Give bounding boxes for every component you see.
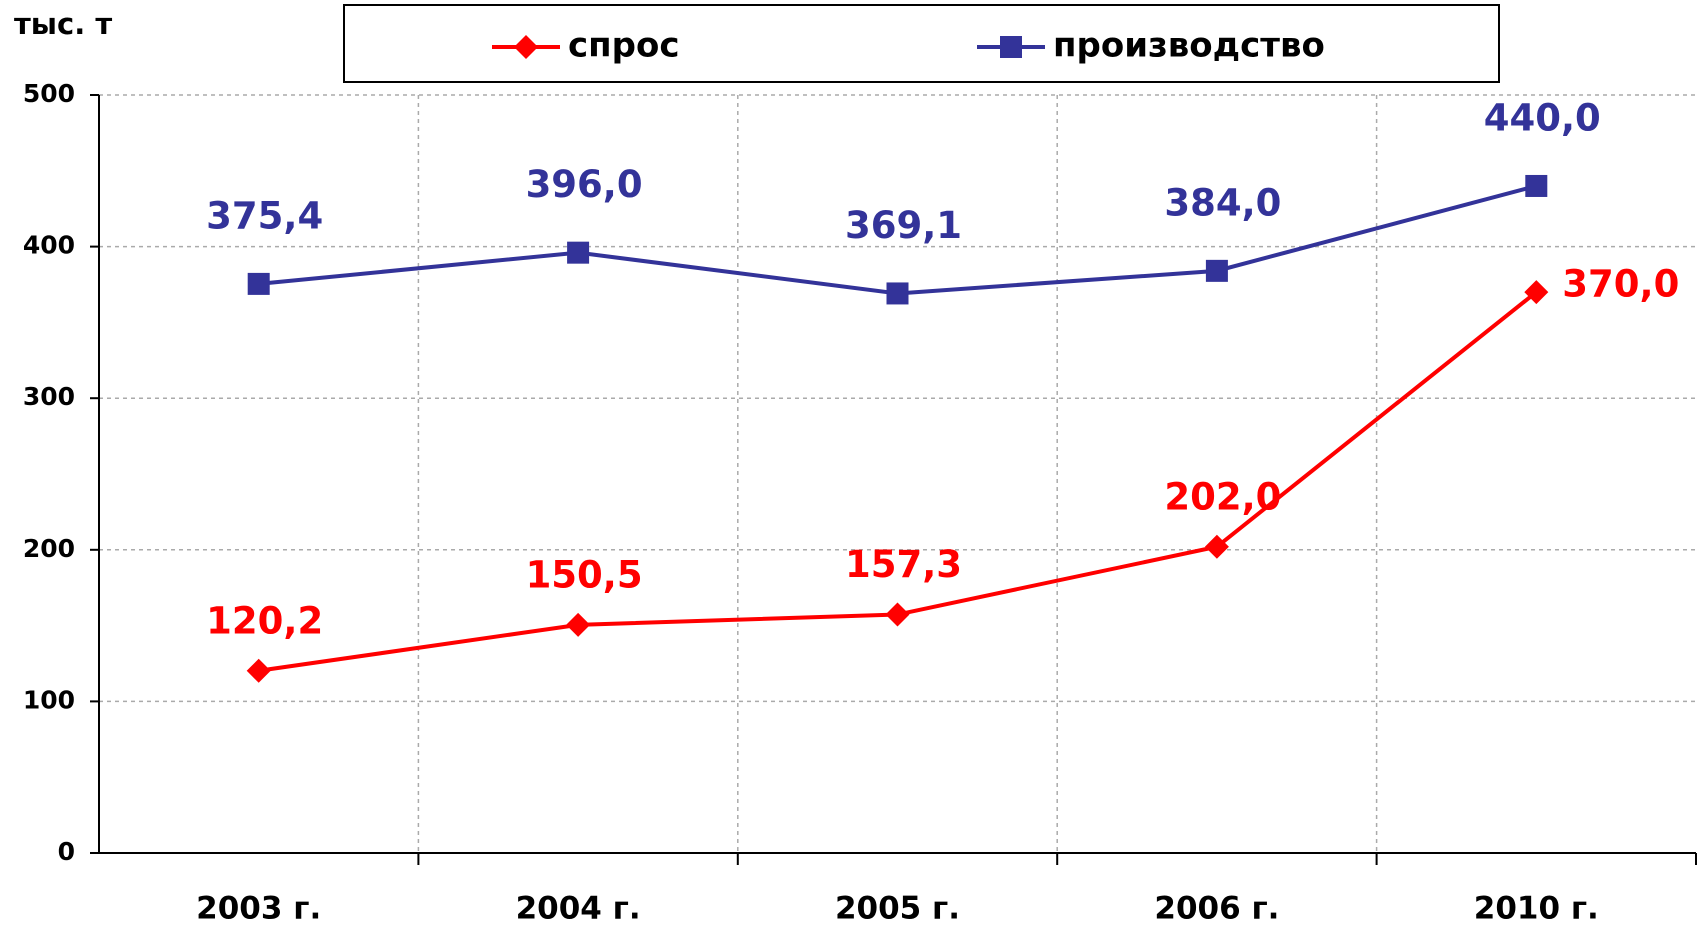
point — [1204, 534, 1229, 559]
x-tick-label: 2005 г. — [835, 891, 960, 927]
data-label: 150,5 — [526, 553, 643, 596]
x-tick-label: 2010 г. — [1474, 891, 1599, 927]
data-label: 120,2 — [206, 599, 323, 642]
point — [1525, 174, 1548, 197]
legend-label: спрос — [568, 26, 680, 66]
y-tick-label: 100 — [23, 685, 75, 714]
point — [567, 241, 590, 264]
data-label: 384,0 — [1164, 181, 1281, 224]
data-label: 370,0 — [1562, 263, 1679, 306]
data-label: 396,0 — [526, 163, 643, 206]
data-label: 375,4 — [206, 194, 323, 237]
y-tick-label: 500 — [23, 79, 75, 108]
x-tick-label: 2006 г. — [1154, 891, 1279, 927]
data-label: 157,3 — [845, 543, 962, 586]
legend-marker — [1000, 36, 1022, 58]
data-label: 440,0 — [1484, 96, 1601, 139]
legend-marker — [514, 35, 538, 59]
legend-label: производство — [1053, 26, 1325, 66]
y-tick-label: 300 — [23, 382, 75, 411]
point — [247, 272, 270, 295]
legend-box — [343, 4, 1500, 83]
point — [566, 612, 591, 637]
data-label: 369,1 — [845, 204, 962, 247]
y-tick-label: 200 — [23, 534, 75, 563]
data-label: 202,0 — [1164, 475, 1281, 518]
point — [1205, 259, 1228, 282]
point — [1524, 280, 1549, 305]
y-tick-label: 0 — [58, 837, 75, 866]
point — [886, 282, 909, 305]
x-tick-label: 2003 г. — [196, 891, 321, 927]
point — [246, 658, 271, 683]
point — [885, 602, 910, 627]
x-tick-label: 2004 г. — [516, 891, 641, 927]
y-tick-label: 400 — [23, 231, 75, 260]
y-axis-label: тыс. т — [14, 7, 112, 41]
